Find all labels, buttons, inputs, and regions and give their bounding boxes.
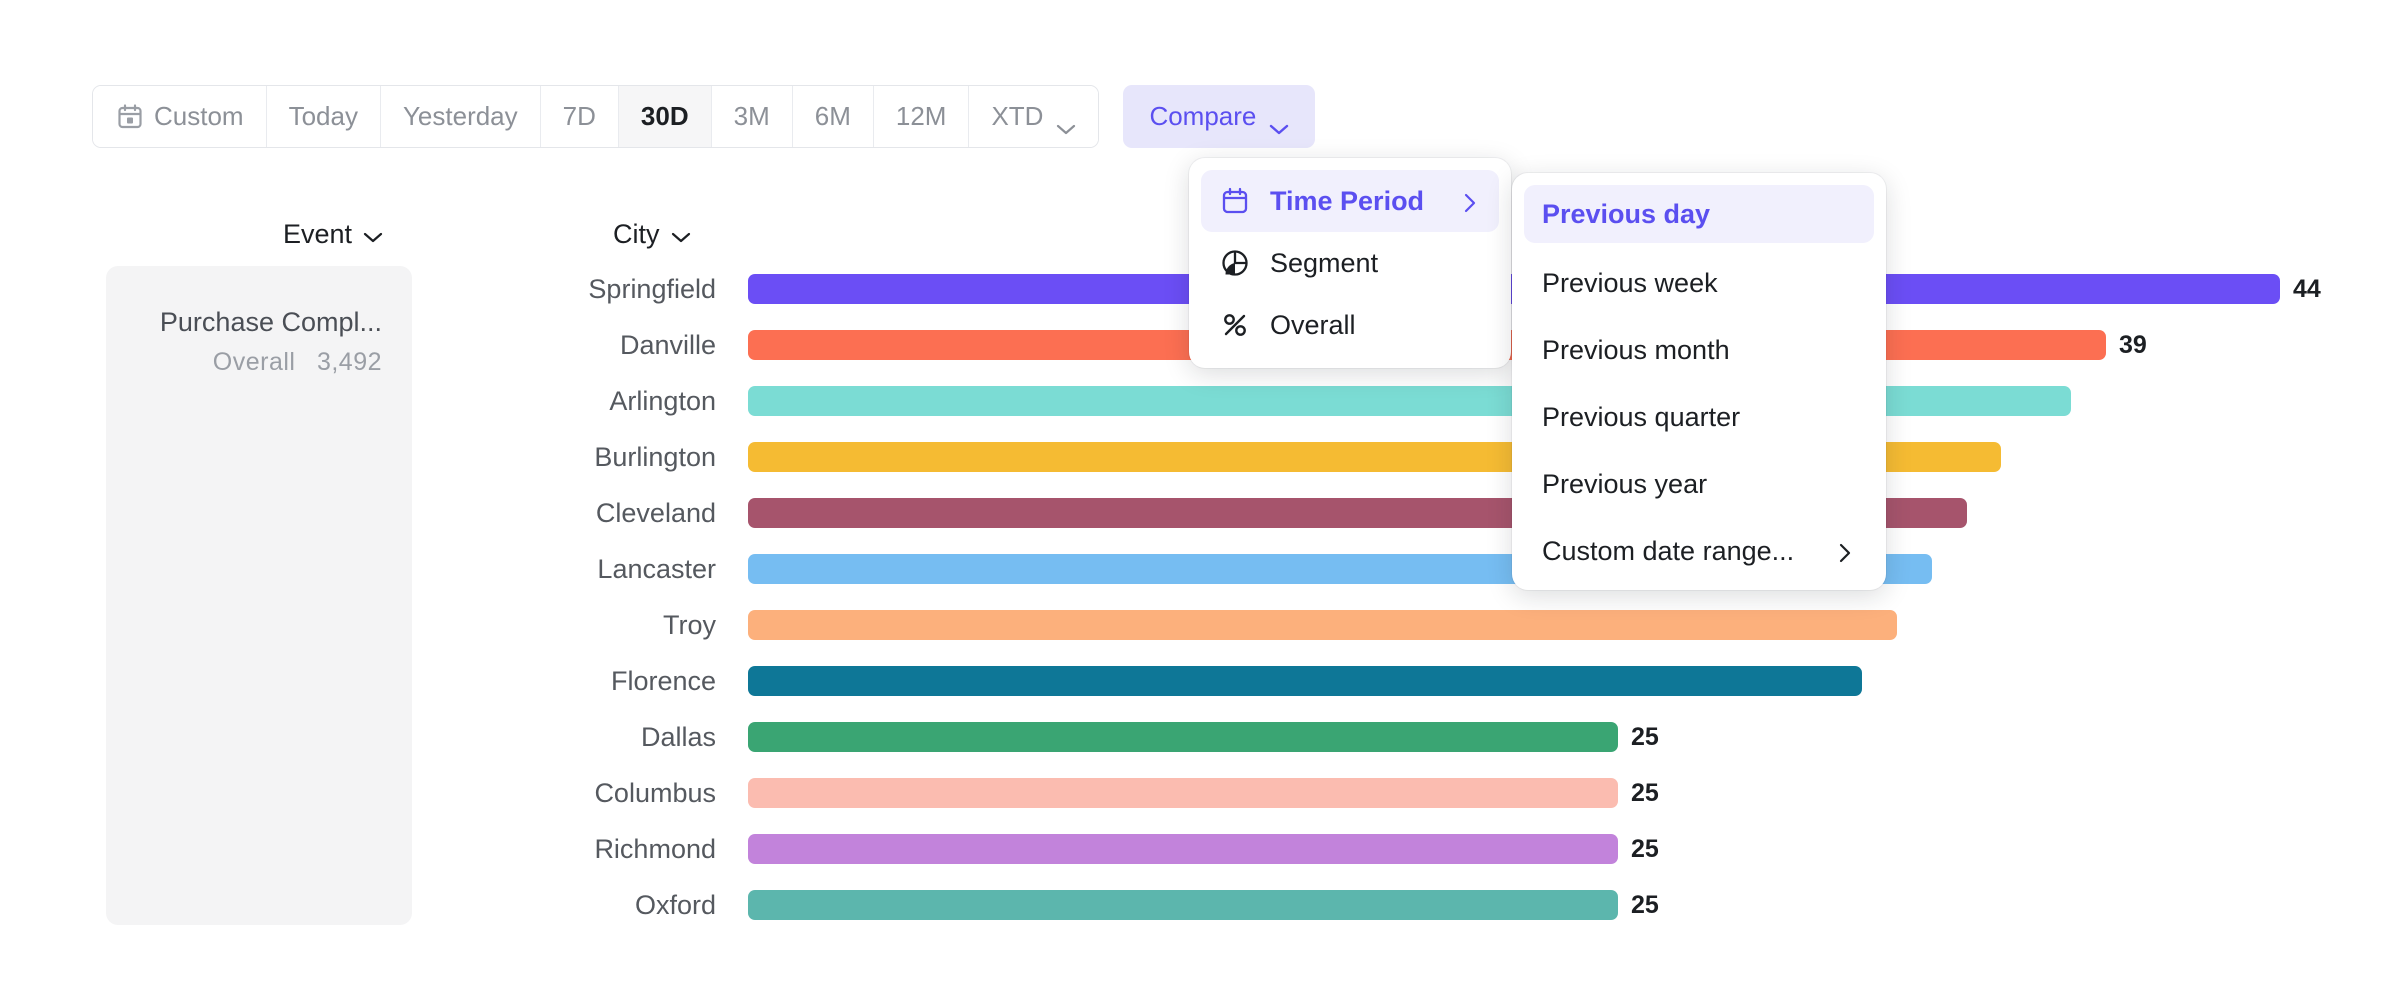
chevron-right-icon xyxy=(1463,190,1477,213)
chart-row-label: Lancaster xyxy=(597,554,716,584)
date-range-button-12m[interactable]: 12M xyxy=(873,86,970,147)
event-card-metric-label: Overall xyxy=(212,348,296,377)
compare-menu-item-label: Overall xyxy=(1270,309,1356,340)
chart-row: Cleveland xyxy=(0,490,2394,546)
compare-menu-item-overall[interactable]: Overall xyxy=(1201,294,1499,356)
chart-row-label: Dallas xyxy=(640,722,716,752)
time-period-menu-item-previous-year[interactable]: Previous year xyxy=(1524,457,1874,511)
date-range-button-30d[interactable]: 30D xyxy=(618,86,712,147)
chart-row-label: Danville xyxy=(619,330,716,360)
pie-chart-icon xyxy=(1219,247,1251,279)
time-period-menu-item-previous-week[interactable]: Previous week xyxy=(1524,256,1874,310)
chart-row: Dallas 25 xyxy=(0,714,2394,770)
date-range-button-today[interactable]: Today xyxy=(266,86,381,147)
chevron-down-icon xyxy=(363,219,383,250)
chart-row: Lancaster xyxy=(0,546,2394,602)
chart-bar[interactable] xyxy=(748,722,1618,752)
chart-bar-value: 39 xyxy=(2119,331,2147,359)
date-range-button-label: Custom xyxy=(154,101,244,131)
column-header-city-label: City xyxy=(613,219,660,249)
date-range-button-yesterday[interactable]: Yesterday xyxy=(380,86,541,147)
event-card-metric-value: 3,492 xyxy=(316,348,382,377)
column-header-event[interactable]: Event xyxy=(283,219,383,250)
time-period-submenu: Previous day Previous week Previous month P… xyxy=(1512,173,1886,590)
chart-row-label: Oxford xyxy=(634,890,716,920)
chart-row-label: Florence xyxy=(610,666,716,696)
date-range-button-label: 30D xyxy=(640,101,689,131)
chart-row-label: Burlington xyxy=(594,442,716,472)
chart-row-label: Springfield xyxy=(588,274,716,304)
calendar-icon xyxy=(1219,185,1251,217)
chart-bar-value: 44 xyxy=(2293,275,2321,303)
time-period-menu-item-label: Previous day xyxy=(1542,198,1711,229)
compare-menu-item-label: Segment xyxy=(1270,247,1379,278)
chart-row-label: Cleveland xyxy=(595,498,716,528)
date-range-button-label: Today xyxy=(288,101,358,131)
chart-bar[interactable] xyxy=(748,778,1618,808)
chevron-down-icon xyxy=(1056,111,1076,134)
chevron-down-icon xyxy=(1269,111,1289,134)
percent-icon xyxy=(1219,309,1251,341)
date-range-button-label: 7D xyxy=(562,101,596,131)
chart-row: Troy xyxy=(0,602,2394,658)
chart-bar-value: 25 xyxy=(1631,835,1659,863)
time-period-menu-item-label: Previous quarter xyxy=(1542,401,1741,432)
chart-row: Arlington xyxy=(0,378,2394,434)
chart-row: Richmond 25 xyxy=(0,826,2394,882)
chevron-down-icon xyxy=(671,219,691,250)
calendar-icon xyxy=(115,102,145,132)
date-range-toolbar: Custom Today Yesterday 7D 30D 3M 6M 12M XTD Comp… xyxy=(92,85,1316,148)
date-range-button-label: 3M xyxy=(733,101,770,131)
time-period-menu-item-label: Previous week xyxy=(1542,267,1718,298)
chart-row-label: Arlington xyxy=(609,386,716,416)
date-range-button-label: XTD xyxy=(991,101,1044,131)
chart-bar[interactable] xyxy=(748,890,1618,920)
event-card-metric: Overall 3,492 xyxy=(106,348,382,377)
date-range-button-7d[interactable]: 7D xyxy=(540,86,619,147)
chart-bar-value: 25 xyxy=(1631,891,1659,919)
chart-row-label: Troy xyxy=(663,610,716,640)
date-range-button-custom[interactable]: Custom xyxy=(93,86,267,147)
chart-bar-value: 25 xyxy=(1631,779,1659,807)
date-range-button-3m[interactable]: 3M xyxy=(711,86,793,147)
compare-button[interactable]: Compare xyxy=(1123,85,1316,148)
chevron-right-icon xyxy=(1838,540,1852,563)
time-period-menu-item-label: Custom date range... xyxy=(1542,535,1795,566)
compare-menu-item-time-period[interactable]: Time Period xyxy=(1201,170,1499,232)
chart-row: Florence xyxy=(0,658,2394,714)
date-range-segmented-control: Custom Today Yesterday 7D 30D 3M 6M 12M XTD xyxy=(92,85,1100,148)
chart-row: Burlington xyxy=(0,434,2394,490)
compare-menu-item-segment[interactable]: Segment xyxy=(1201,232,1499,294)
chart-row: Columbus 25 xyxy=(0,770,2394,826)
date-range-button-xtd[interactable]: XTD xyxy=(969,86,1099,147)
date-range-button-label: Yesterday xyxy=(402,101,518,131)
chart-row-label: Richmond xyxy=(594,834,716,864)
compare-menu-item-label: Time Period xyxy=(1270,185,1425,216)
time-period-menu-item-label: Previous month xyxy=(1542,334,1730,365)
chart-bar[interactable] xyxy=(748,610,1897,640)
compare-button-label: Compare xyxy=(1149,101,1257,131)
chart-bar-value: 25 xyxy=(1631,723,1659,751)
chart-row-label: Columbus xyxy=(594,778,716,808)
event-card[interactable]: Purchase Compl... Overall 3,492 xyxy=(106,266,412,925)
time-period-menu-item-custom-date-range[interactable]: Custom date range... xyxy=(1524,524,1874,578)
time-period-menu-item-label: Previous year xyxy=(1542,468,1708,499)
date-range-button-6m[interactable]: 6M xyxy=(792,86,874,147)
time-period-menu-item-previous-month[interactable]: Previous month xyxy=(1524,323,1874,377)
city-bar-chart: Springfield 44 Danville 39 Arlington Burlingt… xyxy=(0,266,2394,938)
chart-bar[interactable] xyxy=(748,834,1618,864)
time-period-menu-item-previous-quarter[interactable]: Previous quarter xyxy=(1524,390,1874,444)
chart-bar[interactable] xyxy=(748,666,1862,696)
chart-row: Oxford 25 xyxy=(0,882,2394,938)
date-range-button-label: 12M xyxy=(895,101,947,131)
column-header-city[interactable]: City xyxy=(613,219,691,250)
time-period-menu-item-previous-day[interactable]: Previous day xyxy=(1524,185,1874,243)
compare-dropdown-menu: Time Period Segment Overall xyxy=(1189,158,1511,368)
event-card-name: Purchase Compl... xyxy=(159,307,382,337)
date-range-button-label: 6M xyxy=(814,101,851,131)
column-header-event-label: Event xyxy=(283,219,353,249)
